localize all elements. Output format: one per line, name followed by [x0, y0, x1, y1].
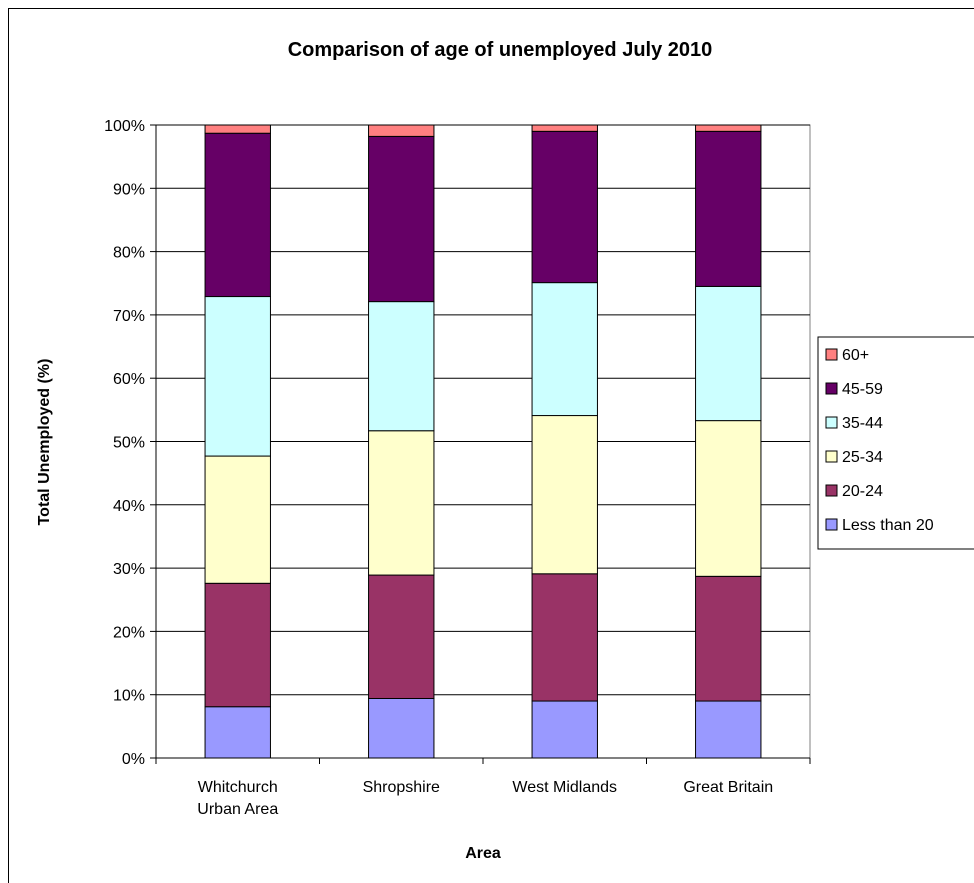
y-tick-label: 50%: [113, 435, 145, 452]
y-axis-title: Total Unemployed (%): [36, 359, 53, 526]
y-tick-label: 30%: [113, 561, 145, 578]
legend-swatch: [825, 518, 838, 531]
bar-segment: [204, 296, 271, 457]
bar-segment: [368, 574, 435, 699]
y-tick-label: 90%: [113, 181, 145, 198]
legend-box: [817, 336, 974, 550]
y-tick-label: 80%: [113, 245, 145, 262]
bar-segment: [695, 130, 762, 287]
bar-segment: [695, 575, 762, 702]
legend-label: Less than 20: [842, 517, 934, 534]
x-tick-label: West Midlands: [512, 779, 617, 796]
legend-swatch: [825, 450, 838, 463]
bar-segment: [695, 124, 762, 132]
bar-segment: [204, 455, 271, 584]
bar-segment: [695, 700, 762, 759]
bar-segment: [531, 573, 598, 702]
y-tick-label: 60%: [113, 371, 145, 388]
legend-label: 25-34: [842, 449, 883, 466]
y-tick-label: 0%: [122, 751, 145, 768]
legend-swatch: [825, 382, 838, 395]
legend: 60+ 45-59 35-44 25-34 20-24 Less than 20: [817, 336, 974, 550]
bar-segment: [204, 582, 271, 708]
y-tick-label: 40%: [113, 498, 145, 515]
legend-swatch: [825, 416, 838, 429]
chart-title: Comparison of age of unemployed July 201…: [288, 39, 713, 61]
y-tick-label: 100%: [104, 118, 145, 135]
bar-segment: [204, 132, 271, 298]
bar-segment: [531, 124, 598, 132]
y-tick-label: 10%: [113, 688, 145, 705]
bar-segment: [695, 285, 762, 422]
legend-swatch: [825, 348, 838, 361]
bar-segment: [368, 430, 435, 576]
bar-segment: [368, 301, 435, 432]
bar-segment: [368, 135, 435, 303]
bar-segment: [368, 124, 435, 137]
x-tick-label: Whitchurch Urban Area: [197, 779, 278, 818]
legend-swatch: [825, 484, 838, 497]
legend-label: 20-24: [842, 483, 883, 500]
x-axis-title: Area: [465, 845, 501, 862]
x-tick-label: Shropshire: [363, 779, 440, 796]
bar-segment: [531, 282, 598, 417]
axes: 0% 10% 20% 30% 40% 50% 60% 70% 80% 90% 100% Whitchu…: [104, 118, 811, 818]
bar-segment: [531, 700, 598, 759]
bar-segment: [531, 415, 598, 575]
bar-segment: [695, 420, 762, 577]
legend-label: 45-59: [842, 381, 883, 398]
legend-label: 60+: [842, 347, 869, 364]
bar-segment: [204, 124, 271, 134]
y-tick-label: 20%: [113, 624, 145, 641]
bar-segment: [531, 130, 598, 284]
bar-segment: [368, 697, 435, 759]
legend-label: 35-44: [842, 415, 883, 432]
bar-segment: [204, 706, 271, 759]
bars: [204, 124, 762, 759]
y-tick-label: 70%: [113, 308, 145, 325]
x-tick-label: Great Britain: [683, 779, 773, 796]
